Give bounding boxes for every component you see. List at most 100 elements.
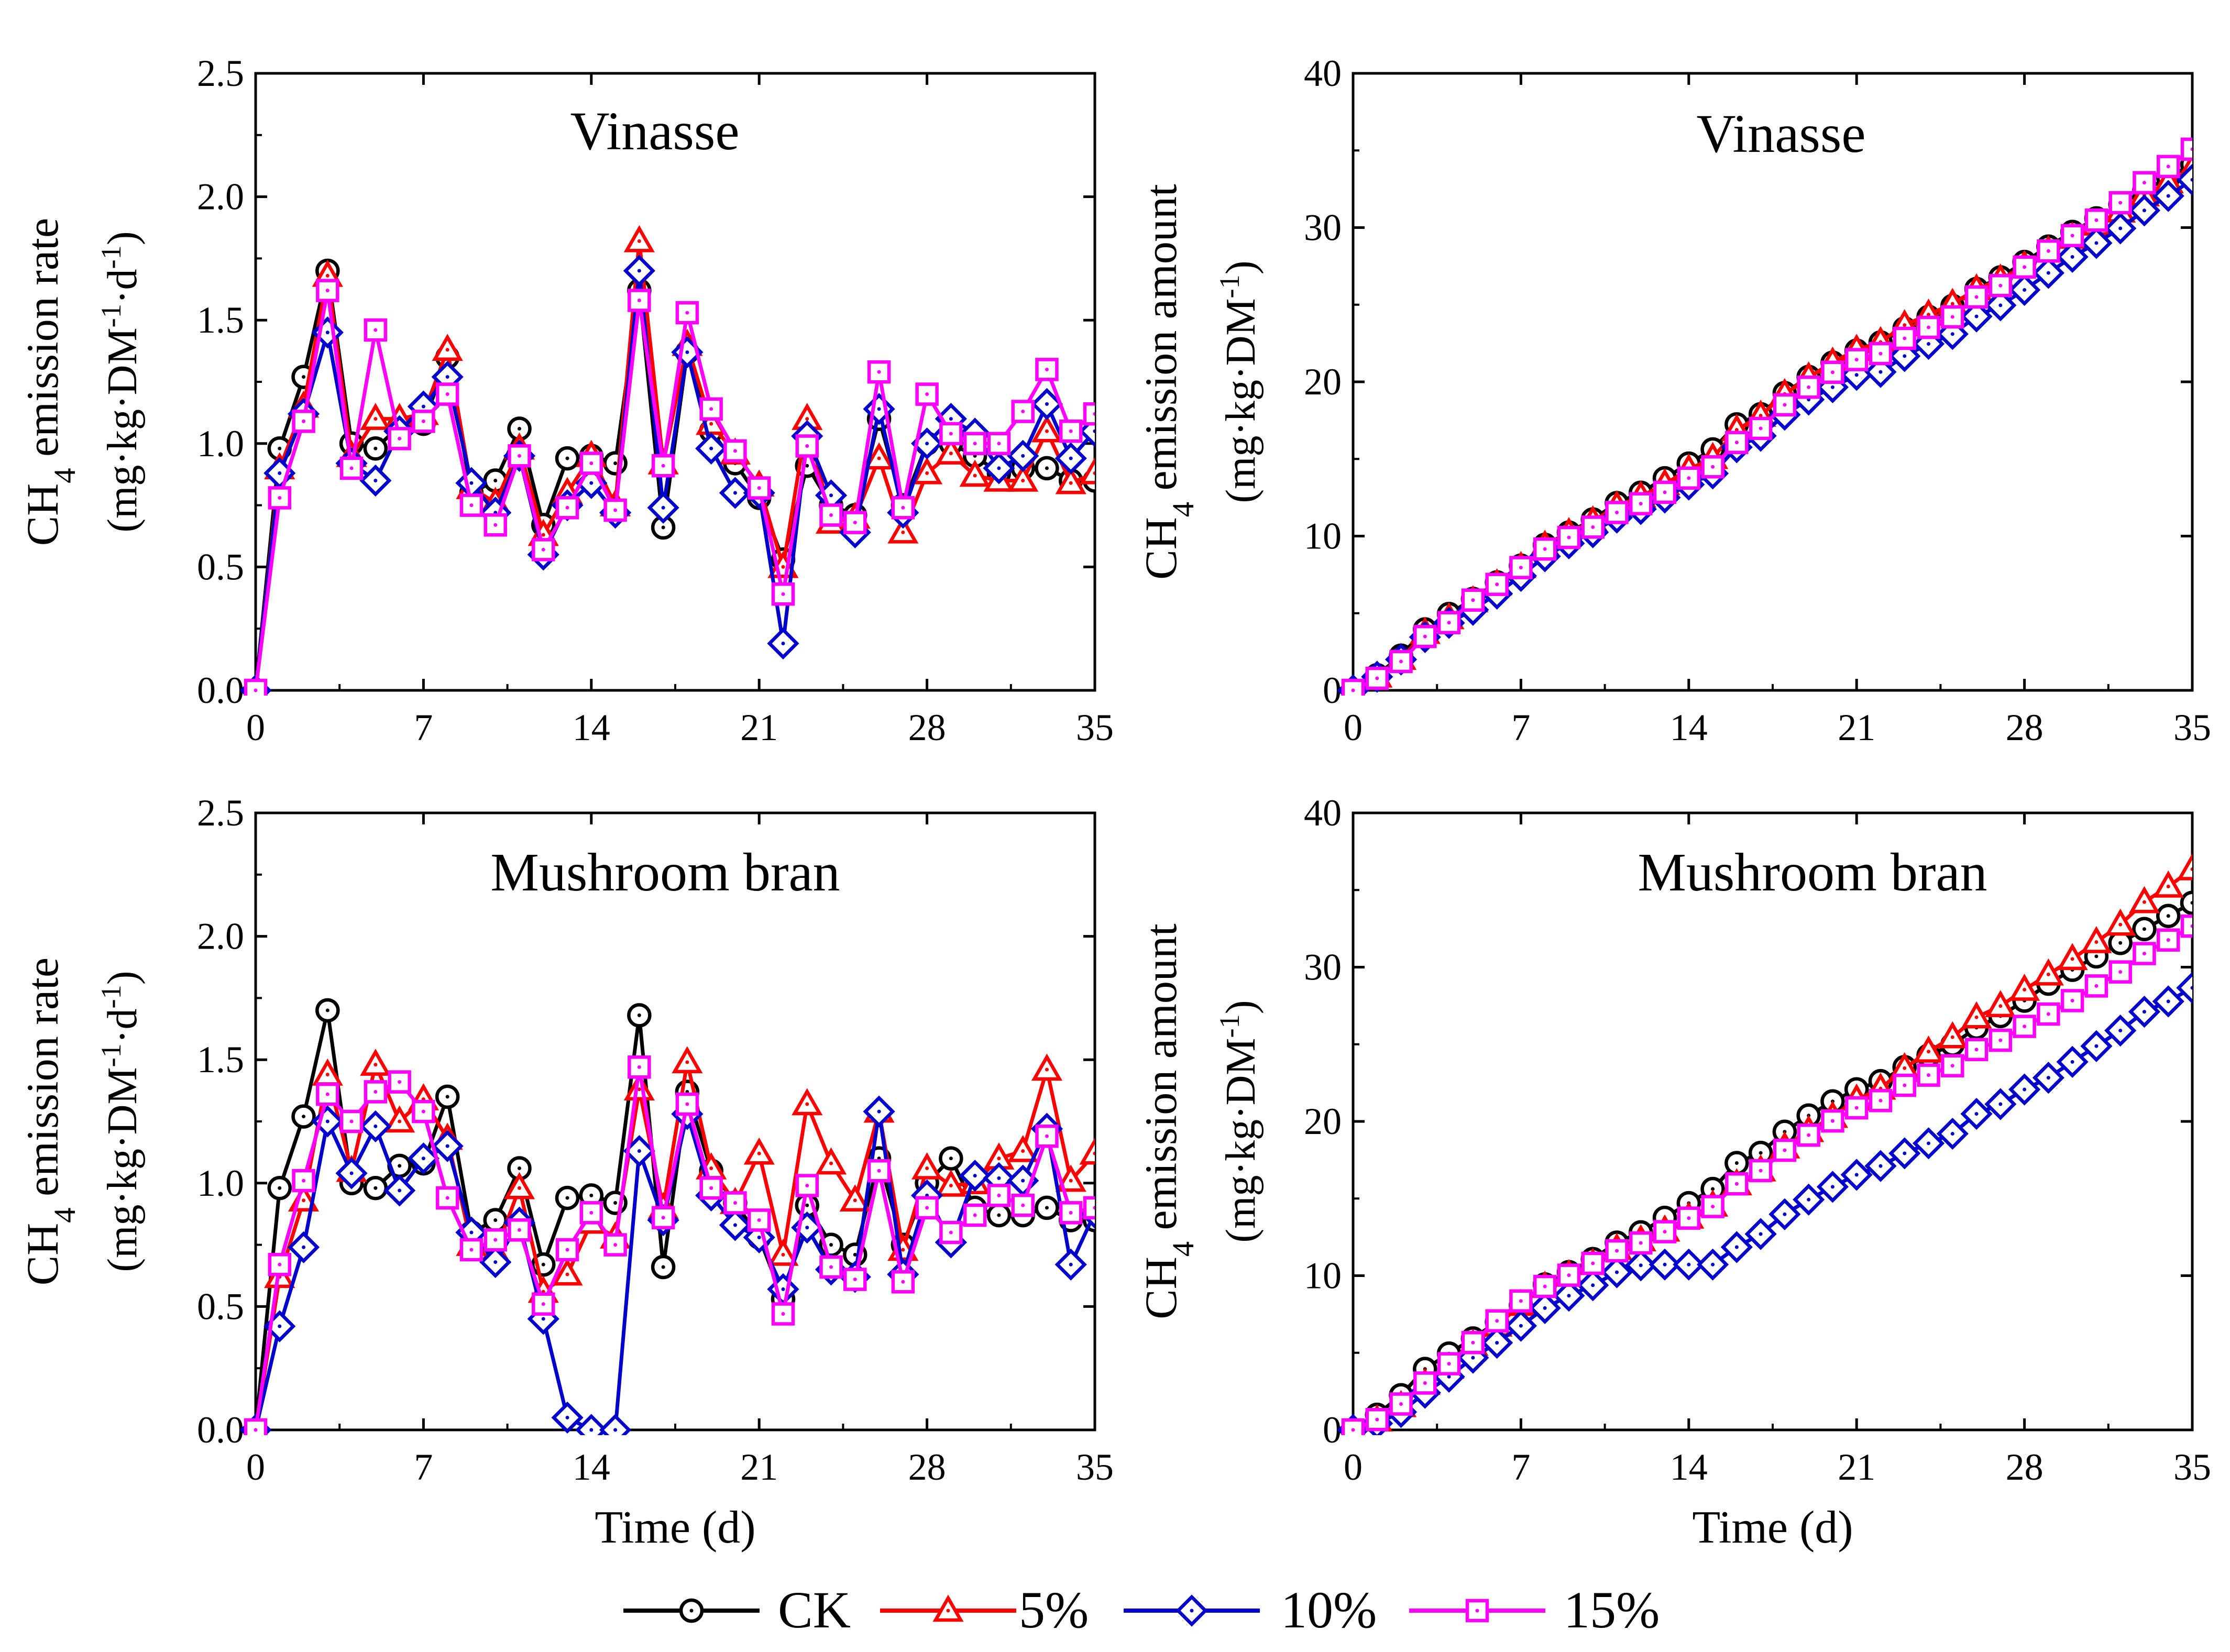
data-point-10pct-dot [1950, 1132, 1954, 1136]
data-point-ck-dot [2166, 914, 2170, 918]
data-point-5pct-dot [1093, 471, 1095, 475]
y-tick-label: 2.0 [197, 916, 244, 957]
x-tick-label: 7 [1511, 1446, 1530, 1488]
data-point-15pct-dot [685, 311, 689, 315]
data-point-15pct-dot [2190, 147, 2192, 151]
data-point-15pct-dot [1069, 1210, 1073, 1215]
data-point-15pct-dot [2046, 1012, 2050, 1016]
data-point-5pct-dot [1045, 1067, 1049, 1072]
data-point-15pct-dot [2142, 952, 2146, 956]
legend-marker-dot [946, 1609, 950, 1613]
data-point-15pct [292, 1169, 315, 1193]
data-point-15pct-dot [2070, 234, 2074, 238]
data-point-10pct-dot [2070, 1060, 2074, 1064]
data-point-15pct [1773, 393, 1797, 417]
data-point-15pct-dot [1903, 336, 1907, 340]
y-tick-label: 10 [1304, 1255, 1342, 1297]
data-point-10pct-dot [2118, 226, 2123, 230]
data-point-15pct-dot [1045, 367, 1049, 371]
series-15pct [244, 1055, 1095, 1435]
data-point-5pct-dot [1759, 413, 1763, 417]
data-point-10pct-dot [2190, 178, 2192, 182]
data-point-15pct-dot [1567, 535, 1571, 539]
legend-marker-dot [1190, 1609, 1194, 1613]
data-point-5pct-dot [374, 1063, 378, 1067]
x-tick-label: 21 [740, 707, 778, 748]
data-point-5pct-dot [374, 417, 378, 421]
legend-label: 10% [1281, 1581, 1377, 1639]
data-point-10pct-dot [278, 471, 282, 475]
data-point-15pct [1941, 305, 1964, 329]
data-point-10pct-dot [2023, 288, 2027, 292]
y-tick-label: 2.5 [197, 52, 244, 94]
data-point-ck-dot [1711, 1187, 1715, 1191]
data-point-15pct-dot [493, 523, 498, 527]
data-point-5pct-dot [1998, 1004, 2003, 1008]
data-point-ck-dot [805, 1203, 809, 1207]
data-point-15pct [1797, 376, 1820, 399]
data-point-15pct-dot [1093, 1206, 1095, 1210]
y-tick-label: 2.5 [197, 792, 244, 834]
x-tick-label: 7 [414, 1446, 433, 1488]
y-tick-label: 1.0 [197, 1162, 244, 1204]
data-point-15pct-dot [877, 370, 881, 374]
data-point-15pct-dot [685, 1102, 689, 1106]
data-point-ck-dot [2190, 901, 2192, 905]
data-point-15pct-dot [1663, 1230, 1667, 1234]
data-point-10pct-dot [781, 1287, 785, 1291]
x-tick-label: 0 [246, 707, 265, 748]
data-point-15pct-dot [278, 1262, 282, 1266]
data-point-15pct-dot [2166, 164, 2170, 169]
data-point-10pct-dot [349, 1171, 354, 1175]
data-point-15pct-dot [1734, 1182, 1739, 1186]
data-point-15pct-dot [1045, 1134, 1049, 1138]
panel-title: Vinasse [570, 101, 739, 161]
data-point-15pct-dot [1974, 1048, 1979, 1052]
data-point-15pct-dot [1759, 426, 1763, 431]
data-point-5pct-dot [445, 348, 449, 352]
data-point-15pct-dot [469, 1248, 474, 1252]
data-point-15pct-dot [1351, 688, 1355, 692]
data-point-15pct [1011, 400, 1035, 423]
data-point-15pct-dot [1375, 1417, 1379, 1422]
data-point-15pct-dot [1687, 1216, 1691, 1220]
data-point-10pct-dot [1519, 1324, 1523, 1328]
data-point-15pct-dot [589, 461, 594, 465]
x-tick-label: 28 [908, 1446, 946, 1488]
data-point-15pct-dot [733, 449, 737, 453]
x-axis-label: Time (d) [1692, 1502, 1853, 1553]
data-point-15pct-dot [1495, 582, 1499, 587]
data-point-10pct-dot [997, 1176, 1001, 1180]
data-point-10pct-dot [1021, 454, 1025, 458]
data-point-15pct-dot [1471, 598, 1475, 602]
data-point-5pct-dot [1045, 429, 1049, 433]
data-point-10pct-dot [278, 1324, 282, 1328]
data-point-15pct-dot [1375, 676, 1379, 680]
data-point-15pct-dot [973, 1213, 977, 1217]
data-point-15pct [1341, 1418, 1365, 1435]
x-tick-label: 7 [414, 707, 433, 748]
data-point-10pct-dot [1998, 1102, 2003, 1106]
data-point-10pct-dot [1879, 370, 1883, 374]
data-point-15pct [1389, 1392, 1413, 1416]
data-point-5pct-dot [949, 451, 953, 456]
data-point-15pct-dot [1711, 465, 1715, 469]
data-point-15pct-dot [1927, 325, 1931, 329]
data-point-5pct-dot [949, 1184, 953, 1188]
data-point-10pct-dot [1567, 1294, 1571, 1298]
data-point-15pct [747, 1208, 771, 1232]
x-axis-label: Time (d) [595, 1502, 755, 1553]
data-point-5pct-dot [877, 456, 881, 460]
y-axis-label-line2: (mg·kg·DM-1) [1214, 1000, 1264, 1242]
data-point-15pct [1413, 624, 1437, 648]
data-point-5pct-dot [1903, 1066, 1907, 1070]
data-point-15pct [699, 397, 723, 421]
data-point-15pct-dot [805, 1184, 809, 1188]
data-point-15pct [1461, 1331, 1485, 1354]
data-point-15pct-dot [2094, 218, 2099, 222]
legend-label: 15% [1564, 1581, 1660, 1639]
legend-item-15pct: 15% [1409, 1581, 1660, 1639]
x-tick-label: 35 [2173, 1446, 2211, 1488]
data-point-15pct-dot [1614, 1249, 1619, 1253]
data-point-15pct-dot [1998, 283, 2003, 288]
